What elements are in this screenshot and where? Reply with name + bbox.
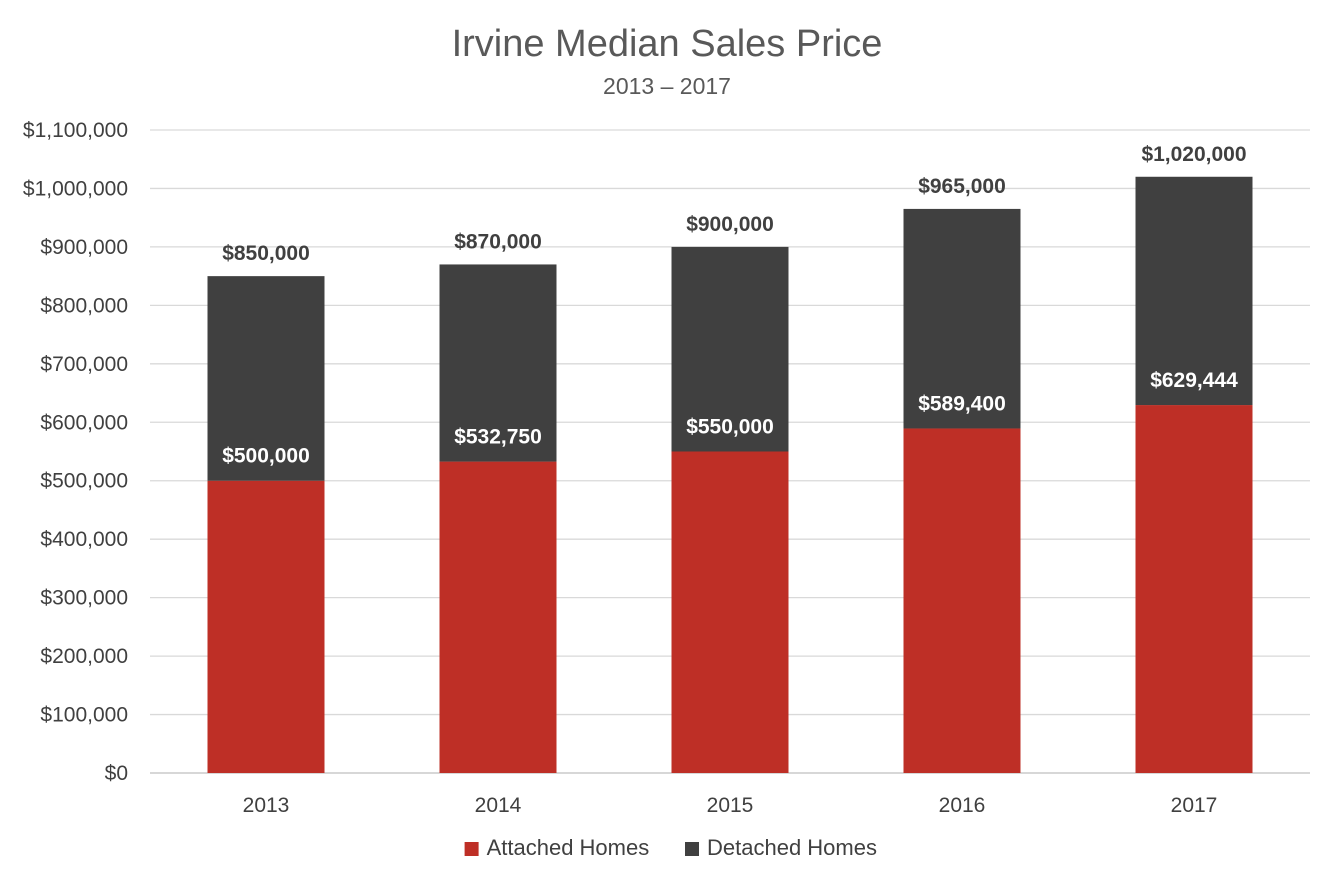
legend-swatch — [464, 842, 479, 856]
data-label: $532,750 — [454, 426, 542, 449]
bar-detached-2016 — [903, 208, 1021, 429]
y-tick-label: $700,000 — [40, 353, 128, 376]
bar-detached-2015 — [671, 246, 789, 452]
y-axis: $0 $100,000 $200,000 $300,000 $400,000 $500,0… — [23, 119, 128, 785]
y-tick-label: $600,000 — [40, 411, 128, 434]
legend-swatch — [685, 842, 699, 856]
data-label: $589,400 — [918, 392, 1006, 415]
bars — [207, 176, 1253, 773]
legend-label: Detached Homes — [707, 835, 877, 860]
y-tick-label: $1,100,000 — [23, 119, 128, 142]
x-tick-label: 2015 — [707, 794, 754, 817]
data-label: $850,000 — [222, 242, 310, 265]
data-label: $965,000 — [918, 175, 1006, 198]
y-tick-label: $800,000 — [40, 294, 128, 317]
data-labels: $500,000 $850,000 $532,750 $870,000 $550,000… — [222, 143, 1246, 468]
y-tick-label: $1,000,000 — [23, 177, 128, 200]
bar-detached-2013 — [207, 276, 325, 481]
data-label: $629,444 — [1150, 369, 1238, 392]
legend-label: Attached Homes — [487, 835, 650, 860]
bar-attached-2016 — [903, 428, 1021, 773]
x-tick-label: 2017 — [1171, 794, 1218, 817]
y-tick-label: $500,000 — [40, 470, 128, 493]
x-tick-label: 2013 — [243, 794, 290, 817]
y-tick-label: $400,000 — [40, 528, 128, 551]
data-label: $550,000 — [686, 416, 774, 439]
legend: Attached Homes Detached Homes — [464, 835, 877, 860]
data-label: $870,000 — [454, 230, 542, 253]
y-tick-label: $100,000 — [40, 704, 128, 727]
y-tick-label: $900,000 — [40, 236, 128, 259]
bar-attached-2014 — [439, 461, 557, 773]
data-label: $1,020,000 — [1141, 143, 1246, 166]
chart-title: Irvine Median Sales Price — [452, 23, 883, 65]
x-tick-label: 2016 — [939, 794, 986, 817]
x-tick-label: 2014 — [475, 794, 522, 817]
data-label: $900,000 — [686, 213, 774, 236]
bar-detached-2014 — [439, 264, 557, 462]
bar-attached-2017 — [1135, 405, 1253, 773]
bar-detached-2017 — [1135, 176, 1253, 406]
x-axis: 2013 2014 2015 2016 2017 — [243, 794, 1218, 817]
chart-subtitle: 2013 – 2017 — [603, 73, 731, 99]
bar-attached-2013 — [207, 480, 325, 773]
y-tick-label: $300,000 — [40, 587, 128, 610]
bar-attached-2015 — [671, 451, 789, 773]
y-tick-label: $0 — [105, 762, 128, 785]
y-tick-label: $200,000 — [40, 645, 128, 668]
data-label: $500,000 — [222, 445, 310, 468]
